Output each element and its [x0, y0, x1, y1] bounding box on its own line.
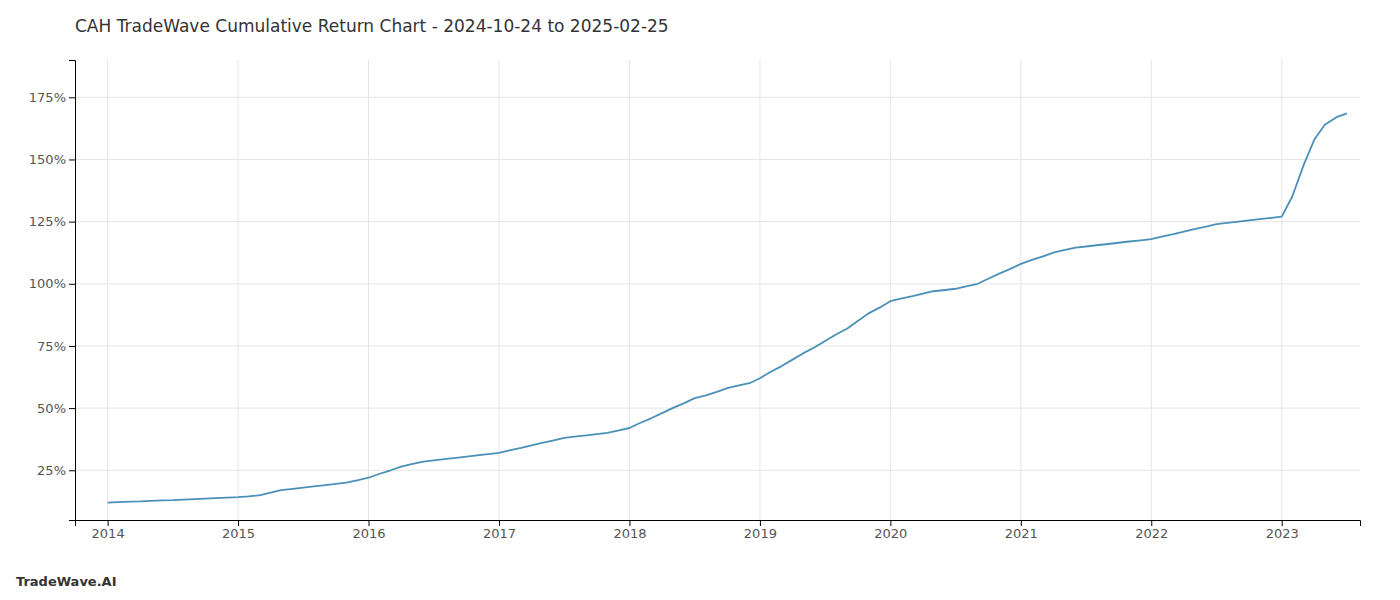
grid-line-y: [75, 408, 1360, 409]
x-tick-mark: [1021, 520, 1022, 526]
grid-line-y: [75, 470, 1360, 471]
x-tick: 2021: [1005, 520, 1038, 541]
x-tick: 2015: [222, 520, 255, 541]
y-tick-label: 125%: [29, 214, 66, 229]
grid-line-x: [1151, 60, 1152, 520]
y-axis: 25% 50% 75% 100% 125% 150% 175%: [29, 61, 76, 521]
x-tick-label: 2015: [222, 526, 255, 541]
y-tick: 125%: [29, 214, 75, 229]
x-tick-label: 2017: [483, 526, 516, 541]
x-tick-mark: [108, 520, 109, 526]
y-axis-line: [69, 61, 76, 521]
y-tick-label: 175%: [29, 90, 66, 105]
grid-line-y: [75, 221, 1360, 222]
grid: [75, 60, 1360, 520]
y-tick-mark: [69, 159, 75, 160]
x-tick: 2017: [483, 520, 516, 541]
y-tick-label: 25%: [37, 463, 66, 478]
x-tick: 2019: [744, 520, 777, 541]
y-tick-label: 50%: [37, 401, 66, 416]
x-tick: 2020: [874, 520, 907, 541]
y-tick: 175%: [29, 90, 75, 105]
y-tick-mark: [69, 346, 75, 347]
grid-line-x: [629, 60, 630, 520]
x-tick: 2014: [92, 520, 125, 541]
y-tick: 25%: [37, 463, 75, 478]
series-group: [108, 113, 1347, 502]
x-tick-label: 2022: [1135, 526, 1168, 541]
y-tick-mark: [69, 408, 75, 409]
y-tick: 150%: [29, 152, 75, 167]
y-tick-label: 75%: [37, 339, 66, 354]
x-tick-mark: [499, 520, 500, 526]
x-tick-mark: [629, 520, 630, 526]
grid-line-x: [759, 60, 760, 520]
x-tick-label: 2023: [1266, 526, 1299, 541]
x-tick-mark: [890, 520, 891, 526]
y-tick-mark: [69, 222, 75, 223]
x-tick-label: 2016: [352, 526, 385, 541]
plot-area: 2014 2015 2016 2017 2018 2019 2020 2021 2022 2023…: [29, 60, 1361, 541]
x-tick: 2018: [613, 520, 646, 541]
title: CAH TradeWave Cumulative Return Chart - …: [75, 16, 669, 36]
x-tick-mark: [760, 520, 761, 526]
grid-line-y: [75, 97, 1360, 98]
y-tick-mark: [69, 284, 75, 285]
x-tick-mark: [238, 520, 239, 526]
x-tick-mark: [369, 520, 370, 526]
grid-line-x: [1020, 60, 1021, 520]
x-tick-label: 2020: [874, 526, 907, 541]
y-tick: 50%: [37, 401, 75, 416]
annotation: TradeWave.AI: [16, 574, 117, 589]
y-tick-mark: [69, 470, 75, 471]
x-tick: 2016: [352, 520, 385, 541]
x-tick-label: 2021: [1005, 526, 1038, 541]
y-tick-label: 100%: [29, 276, 66, 291]
x-tick-label: 2018: [613, 526, 646, 541]
y-tick: 100%: [29, 276, 75, 291]
grid-line-x: [498, 60, 499, 520]
grid-line-x: [107, 60, 108, 520]
chart: 2014 2015 2016 2017 2018 2019 2020 2021 2022 2023…: [0, 0, 1400, 600]
grid-line-y: [75, 345, 1360, 346]
x-tick-mark: [1282, 520, 1283, 526]
x-tick-mark: [1151, 520, 1152, 526]
grid-line-x: [238, 60, 239, 520]
y-tick-mark: [69, 97, 75, 98]
x-tick: 2023: [1266, 520, 1299, 541]
x-tick-label: 2014: [92, 526, 125, 541]
grid-line-x: [1281, 60, 1282, 520]
y-tick-label: 150%: [29, 152, 66, 167]
x-axis-line: [76, 521, 1361, 527]
x-tick-label: 2019: [744, 526, 777, 541]
x-axis: 2014 2015 2016 2017 2018 2019 2020 2021 2022 2023: [76, 520, 1361, 541]
grid-line-x: [368, 60, 369, 520]
grid-line-y: [75, 283, 1360, 284]
y-tick: 75%: [37, 339, 75, 354]
grid-line-x: [890, 60, 891, 520]
x-tick: 2022: [1135, 520, 1168, 541]
grid-line-y: [75, 159, 1360, 160]
line: [108, 113, 1347, 502]
